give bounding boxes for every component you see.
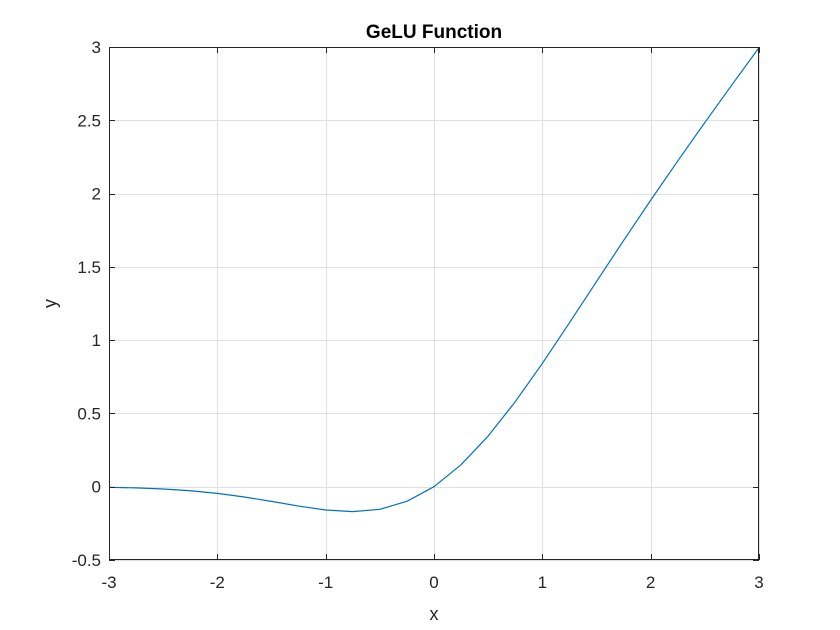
y-tick-label: -0.5 [72,551,101,570]
x-tick-label: -3 [101,573,116,592]
y-tick-label: 0.5 [77,404,101,423]
x-tick-labels: -3 -2 -1 0 1 2 3 [101,573,763,592]
chart-title: GeLU Function [366,22,502,43]
x-tick-label: -2 [210,573,225,592]
y-axis-label: y [40,299,60,308]
series-line [108,47,760,513]
series-layer [108,47,760,513]
x-axis-label: x [430,604,439,624]
y-tick-label: 1.5 [77,258,101,277]
x-tick-label: 1 [538,573,547,592]
y-tick-label: 3 [92,38,101,57]
y-tick-label: 2 [92,185,101,204]
x-tick-label: 0 [429,573,438,592]
y-tick-labels: -0.5 0 0.5 1 1.5 2 2.5 3 [72,38,101,570]
y-tick-label: 0 [92,478,101,497]
tick-marks [109,47,760,561]
x-tick-label: 3 [754,573,763,592]
x-tick-label: -1 [318,573,333,592]
y-tick-label: 1 [92,331,101,350]
y-tick-label: 2.5 [77,111,101,130]
x-tick-label: 2 [646,573,655,592]
